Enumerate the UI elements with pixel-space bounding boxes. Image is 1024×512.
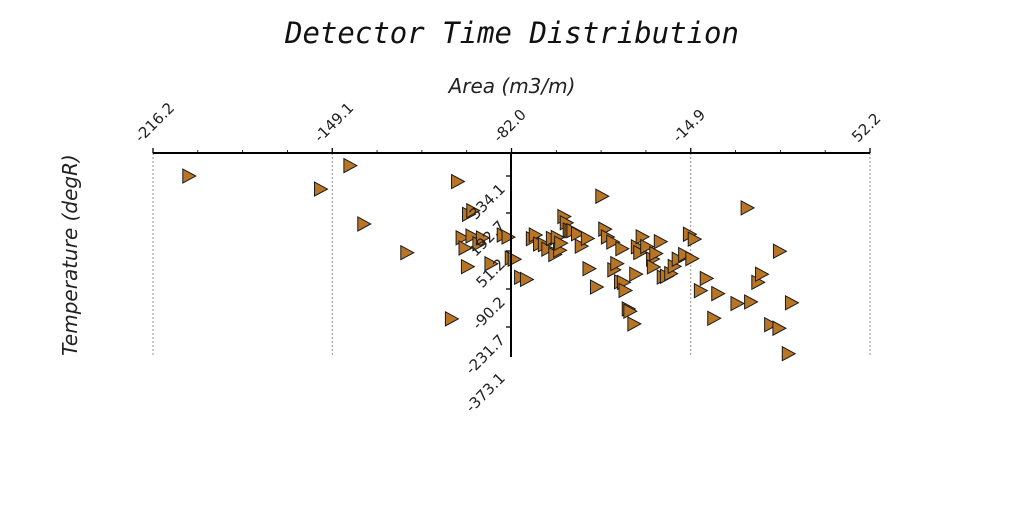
data-point-71 bbox=[685, 250, 700, 267]
data-point-81 bbox=[755, 266, 770, 283]
data-point-78 bbox=[740, 200, 756, 216]
data-point-8 bbox=[460, 258, 476, 275]
data-point-82 bbox=[764, 316, 779, 333]
y-tick-label-4: -231.7 bbox=[462, 331, 509, 378]
y-tick-label-5: -373.1 bbox=[462, 369, 509, 416]
data-point-42 bbox=[595, 188, 610, 205]
data-point-79 bbox=[744, 294, 759, 310]
data-point-4 bbox=[400, 244, 415, 261]
data-point-74 bbox=[699, 270, 715, 287]
data-point-72 bbox=[687, 231, 703, 248]
data-point-77 bbox=[730, 295, 746, 312]
data-point-2 bbox=[313, 181, 329, 197]
x-tick-label-4: 52.2 bbox=[848, 109, 884, 145]
data-point-69 bbox=[678, 246, 693, 263]
data-point-54 bbox=[627, 316, 642, 332]
data-point-14 bbox=[475, 230, 491, 246]
x-tick-label-3: -14.9 bbox=[669, 106, 709, 146]
x-tick-label-1: -149.1 bbox=[310, 99, 357, 146]
data-point-85 bbox=[784, 294, 800, 311]
data-point-6 bbox=[451, 173, 466, 190]
data-point-62 bbox=[649, 245, 664, 262]
data-point-5 bbox=[444, 311, 460, 327]
data-point-63 bbox=[653, 233, 669, 250]
data-point-49 bbox=[615, 240, 630, 257]
data-point-86 bbox=[781, 345, 797, 362]
data-point-83 bbox=[772, 320, 787, 337]
data-point-40 bbox=[582, 260, 598, 277]
data-point-1 bbox=[182, 168, 197, 184]
data-point-55 bbox=[629, 266, 644, 283]
data-point-11 bbox=[458, 240, 474, 256]
data-point-12 bbox=[466, 202, 481, 219]
data-point-0 bbox=[343, 157, 358, 174]
data-point-41 bbox=[589, 279, 605, 295]
data-point-15 bbox=[484, 255, 499, 272]
data-point-75 bbox=[707, 310, 722, 327]
data-point-61 bbox=[646, 259, 662, 275]
data-point-59 bbox=[640, 238, 655, 255]
data-point-84 bbox=[772, 243, 788, 260]
x-axis-label: Area (m3/m) bbox=[447, 74, 576, 98]
data-point-3 bbox=[357, 216, 372, 232]
data-points bbox=[182, 157, 800, 362]
y-tick-label-0: 334.1 bbox=[466, 180, 509, 223]
data-point-45 bbox=[606, 234, 621, 250]
data-point-39 bbox=[580, 230, 596, 247]
x-tick-label-0: -216.2 bbox=[131, 99, 178, 146]
y-axis-label: Temperature (degR) bbox=[58, 154, 82, 356]
data-point-76 bbox=[711, 285, 726, 302]
data-point-21 bbox=[519, 271, 535, 288]
data-point-47 bbox=[610, 255, 625, 272]
data-point-73 bbox=[693, 282, 709, 299]
x-tick-label-2: -82.0 bbox=[490, 106, 530, 146]
data-point-37 bbox=[570, 225, 586, 242]
data-point-53 bbox=[623, 303, 638, 320]
y-tick-label-3: -90.2 bbox=[469, 293, 509, 333]
data-point-51 bbox=[618, 282, 634, 299]
data-point-31 bbox=[554, 235, 569, 252]
data-point-17 bbox=[501, 229, 517, 245]
chart-title: Detector Time Distribution bbox=[284, 16, 739, 50]
